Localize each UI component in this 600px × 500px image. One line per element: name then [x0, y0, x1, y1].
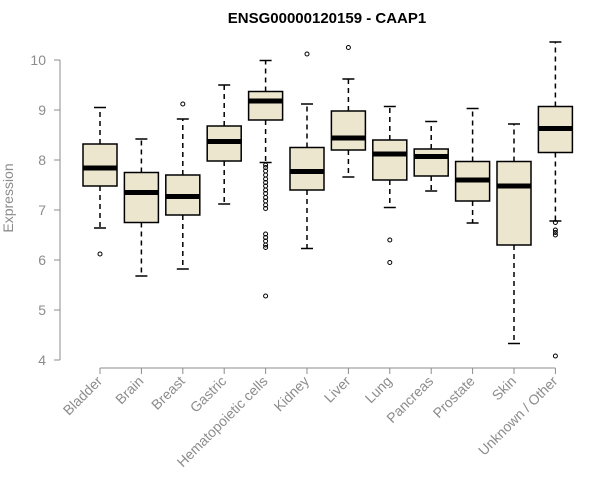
x-tick-label: Bladder: [60, 373, 106, 419]
y-axis-label: Expression: [0, 163, 16, 232]
box: [123, 171, 160, 224]
y-tick-label: 10: [30, 52, 46, 68]
y-tick-label: 9: [38, 102, 46, 118]
x-tick-label: Breast: [148, 373, 188, 413]
outlier-point: [387, 237, 393, 243]
outlier-point: [263, 293, 269, 299]
y-axis: 4 5 6 7 8 9 10: [30, 52, 61, 368]
box-group: [206, 84, 242, 205]
y-tick-label: 8: [38, 152, 46, 168]
y-tick-label: 5: [38, 302, 46, 318]
outlier-point: [345, 45, 351, 50]
outlier-point: [552, 230, 558, 235]
y-tick-label: 4: [38, 352, 46, 368]
x-tick-label: Prostate: [430, 373, 478, 421]
plot-area: [82, 41, 574, 359]
box-group: [496, 123, 532, 345]
outlier-point: [263, 206, 269, 211]
outlier-point: [552, 353, 558, 359]
outlier-point: [97, 251, 103, 257]
outlier-point: [387, 260, 393, 265]
x-tick-label: Skin: [489, 373, 520, 404]
x-tick-label: Brain: [112, 373, 146, 407]
box-group: [454, 107, 491, 224]
y-tick-label: 6: [38, 252, 46, 268]
outlier-point: [263, 172, 269, 178]
box-group: [537, 41, 574, 359]
box-group: [330, 45, 367, 178]
box-group: [372, 105, 408, 265]
outlier-point: [263, 242, 269, 248]
box: [413, 148, 449, 177]
box: [496, 160, 532, 246]
outlier-point: [263, 162, 269, 168]
y-tick-label: 7: [38, 202, 46, 218]
outlier-point: [552, 220, 558, 225]
x-tick-label: Kidney: [271, 373, 313, 415]
box: [82, 143, 118, 187]
outlier-point: [552, 232, 558, 238]
x-tick-label: Liver: [321, 373, 354, 406]
box-group: [289, 51, 325, 250]
box-group: [165, 101, 201, 270]
outlier-point: [304, 51, 310, 57]
box-group: [82, 106, 118, 257]
chart-title: ENSG00000120159 - CAAP1: [228, 10, 426, 27]
box: [372, 139, 408, 181]
box-group: [123, 138, 160, 277]
box: [247, 90, 284, 121]
box: [330, 110, 367, 151]
outlier-point: [263, 245, 269, 250]
box: [289, 146, 325, 191]
x-tick-label: Unknown / Other: [475, 373, 561, 459]
outlier-point: [552, 227, 558, 233]
x-tick-label: Lung: [362, 373, 395, 406]
box-group: [247, 59, 284, 299]
box-group: [413, 120, 449, 192]
outlier-point: [180, 101, 186, 107]
